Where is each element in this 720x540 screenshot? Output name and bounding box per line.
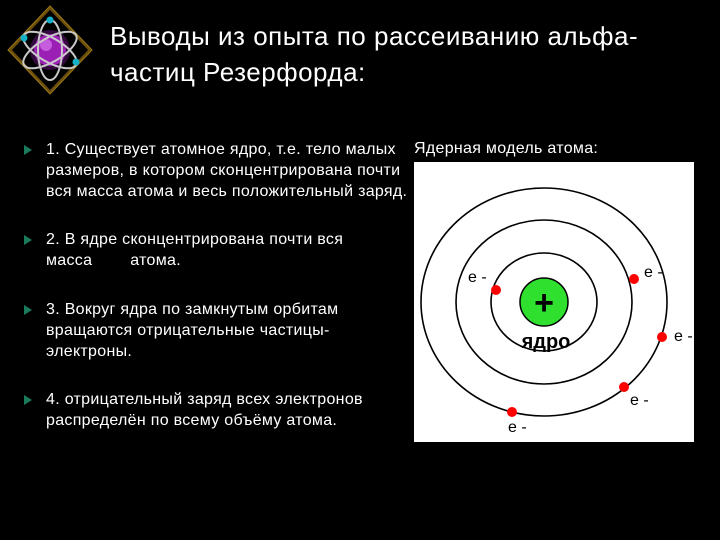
list-item: 1. Существует атомное ядро, т.е. тело ма… bbox=[22, 140, 410, 202]
bullet-icon bbox=[22, 303, 40, 321]
svg-text:e -: e - bbox=[674, 328, 693, 345]
list-item: 2. В ядре сконцентрирована почти вся мас… bbox=[22, 230, 410, 272]
atom-diagram: + ядро e - e - e - e - e - bbox=[414, 162, 694, 442]
svg-text:e -: e - bbox=[644, 264, 663, 281]
bullet-icon bbox=[22, 143, 40, 161]
list-item-text: 4. отрицательный заряд всех электронов р… bbox=[46, 390, 410, 432]
bullet-icon bbox=[22, 393, 40, 411]
list-item-text: 1. Существует атомное ядро, т.е. тело ма… bbox=[46, 140, 410, 202]
bullet-icon bbox=[22, 233, 40, 251]
slide-emblem bbox=[0, 0, 100, 100]
list-item: 3. Вокруг ядра по замкнутым орбитам вращ… bbox=[22, 300, 410, 362]
svg-text:e -: e - bbox=[468, 269, 487, 286]
list-item-text: 3. Вокруг ядра по замкнутым орбитам вращ… bbox=[46, 300, 410, 362]
diagram-caption: Ядерная модель атома: bbox=[414, 140, 710, 158]
slide-title: Выводы из опыта по рассеиванию альфа-час… bbox=[110, 18, 680, 91]
svg-text:ядро: ядро bbox=[521, 331, 571, 353]
list-item: 4. отрицательный заряд всех электронов р… bbox=[22, 390, 410, 432]
list-item-text: 2. В ядре сконцентрирована почти вся мас… bbox=[46, 230, 410, 272]
svg-text:+: + bbox=[534, 284, 554, 322]
svg-text:e -: e - bbox=[508, 419, 527, 436]
svg-text:e -: e - bbox=[630, 392, 649, 409]
conclusions-list: 1. Существует атомное ядро, т.е. тело ма… bbox=[10, 140, 410, 460]
